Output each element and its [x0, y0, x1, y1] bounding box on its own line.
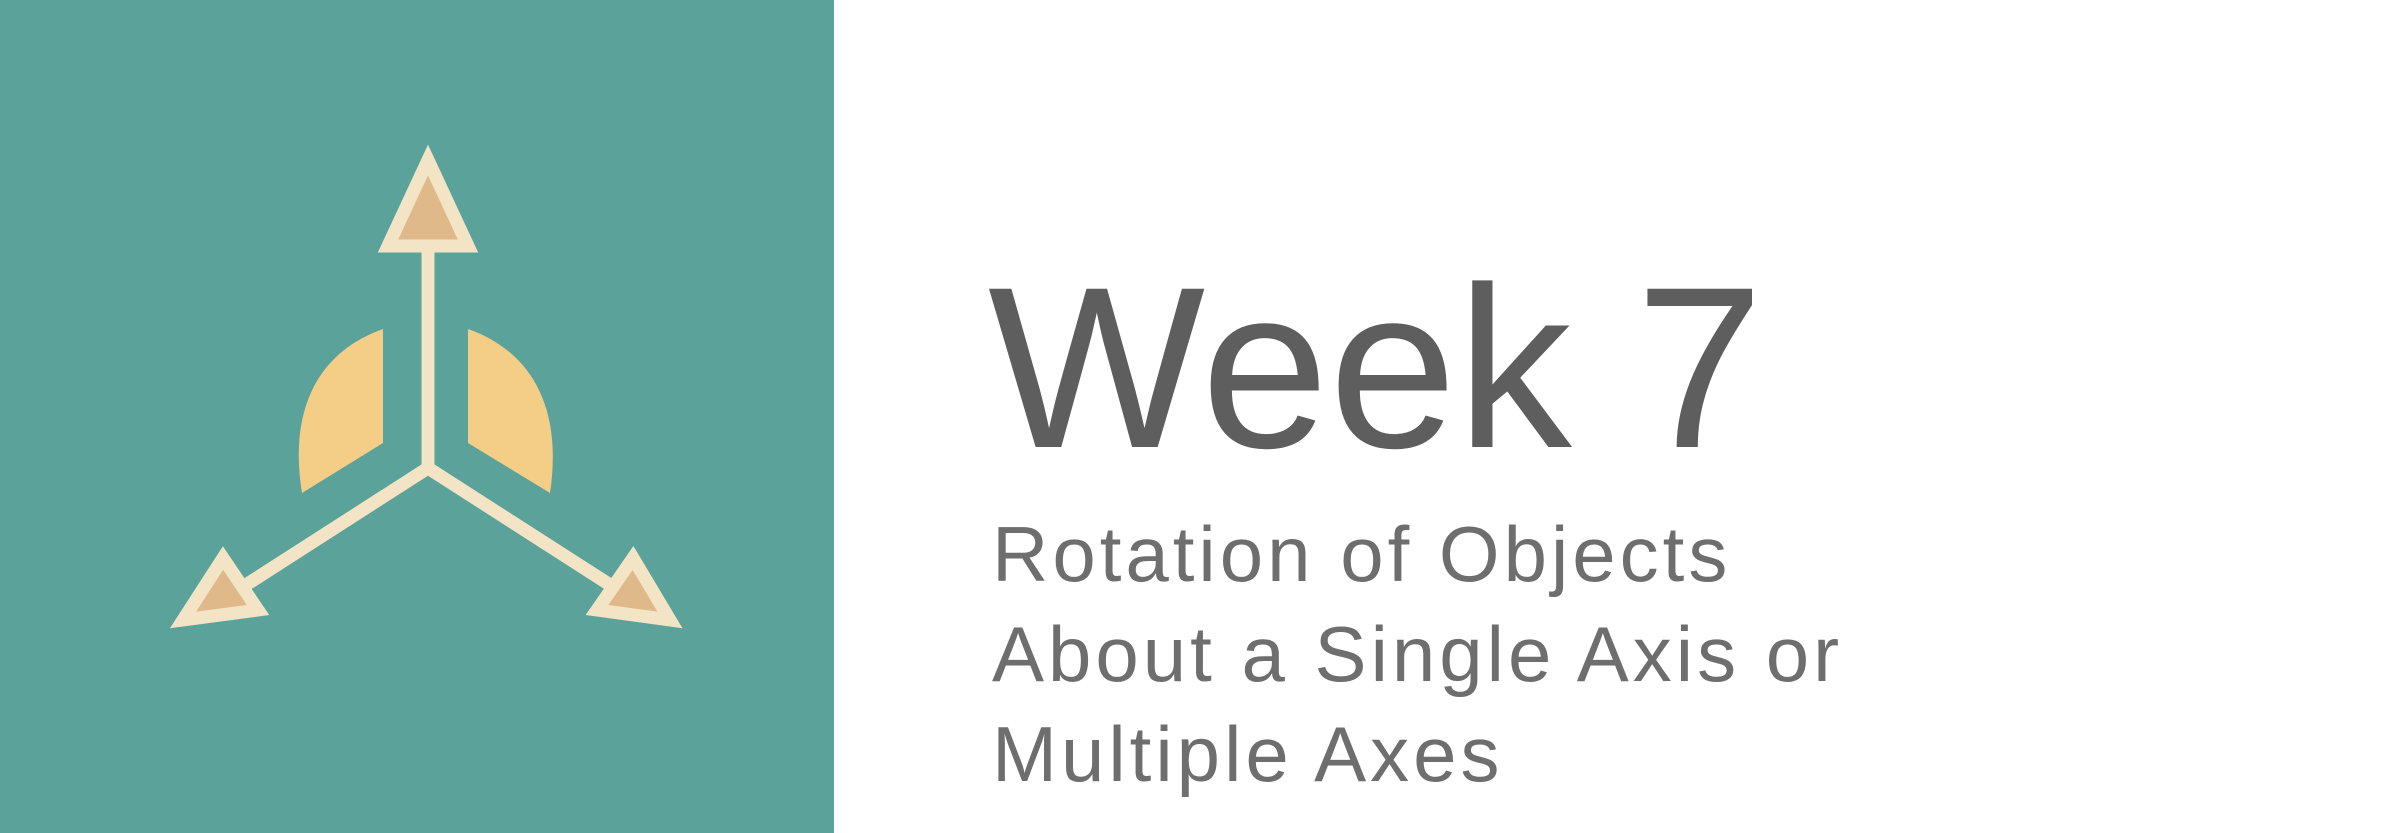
arrowhead-top-icon [377, 144, 479, 253]
subtitle-line-2: About a Single Axis or [992, 610, 1844, 698]
arrowhead-right-icon [585, 545, 683, 629]
text-block: Week 7 Rotation of Objects About a Singl… [988, 239, 2348, 804]
panel-background [0, 0, 834, 833]
arrowhead-left-icon [169, 546, 270, 629]
rotation-arc-left-icon [298, 329, 383, 493]
left-axis-line [234, 462, 432, 596]
week-subtitle: Rotation of Objects About a Single Axis … [992, 504, 2348, 804]
subtitle-line-1: Rotation of Objects [992, 510, 1732, 598]
rotation-arc-right-icon [468, 329, 553, 493]
rotation-axes-icon [0, 0, 834, 833]
week-title: Week 7 [988, 239, 1764, 496]
subtitle-line-3: Multiple Axes [992, 710, 1504, 798]
right-axis-line [424, 462, 622, 596]
icon-panel [0, 0, 834, 833]
